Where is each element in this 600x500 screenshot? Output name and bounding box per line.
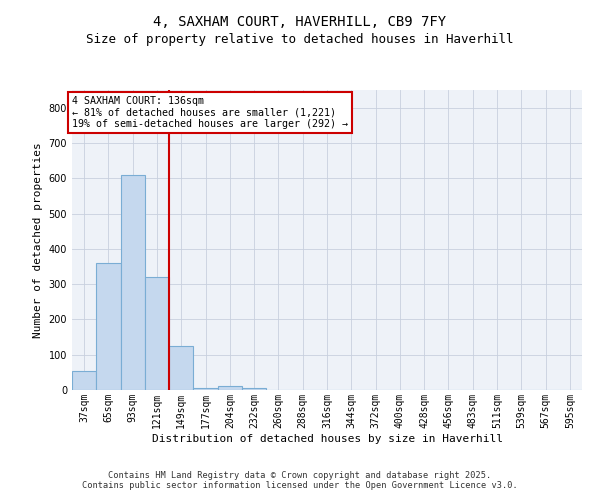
Text: 4 SAXHAM COURT: 136sqm
← 81% of detached houses are smaller (1,221)
19% of semi-: 4 SAXHAM COURT: 136sqm ← 81% of detached… <box>72 96 348 129</box>
Bar <box>96 263 121 390</box>
Bar <box>145 277 169 390</box>
Bar <box>242 388 266 390</box>
X-axis label: Distribution of detached houses by size in Haverhill: Distribution of detached houses by size … <box>151 434 503 444</box>
Bar <box>218 386 242 390</box>
Text: Size of property relative to detached houses in Haverhill: Size of property relative to detached ho… <box>86 32 514 46</box>
Text: 4, SAXHAM COURT, HAVERHILL, CB9 7FY: 4, SAXHAM COURT, HAVERHILL, CB9 7FY <box>154 15 446 29</box>
Bar <box>72 370 96 390</box>
Bar <box>193 388 218 390</box>
Bar <box>169 346 193 390</box>
Y-axis label: Number of detached properties: Number of detached properties <box>33 142 43 338</box>
Bar <box>121 174 145 390</box>
Text: Contains HM Land Registry data © Crown copyright and database right 2025.
Contai: Contains HM Land Registry data © Crown c… <box>82 470 518 490</box>
